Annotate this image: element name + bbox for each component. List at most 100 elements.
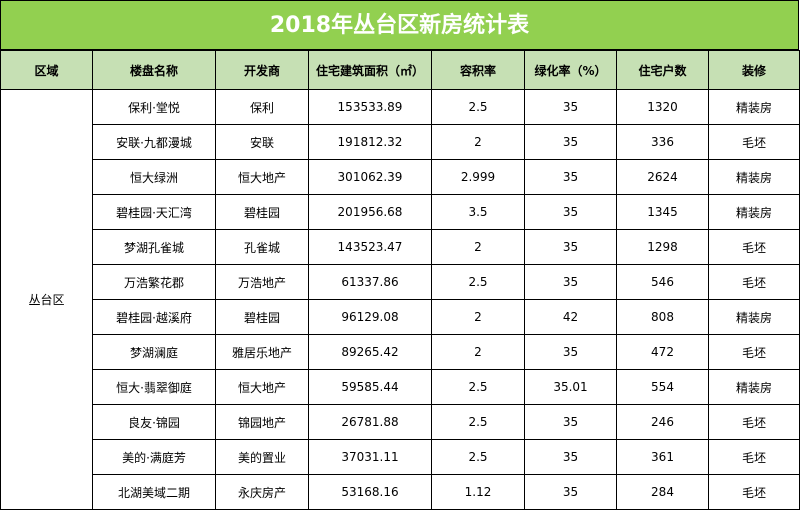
cell-area: 89265.42 [308, 334, 432, 370]
cell-developer: 万浩地产 [215, 264, 309, 300]
cell-area: 153533.89 [308, 89, 432, 125]
cell-households: 1345 [616, 194, 709, 230]
cell-decoration: 精装房 [708, 194, 800, 230]
col-header-name: 楼盘名称 [92, 50, 216, 90]
cell-area: 96129.08 [308, 299, 432, 335]
cell-developer: 美的置业 [215, 439, 309, 475]
cell-households: 1298 [616, 229, 709, 265]
cell-far: 3.5 [431, 194, 525, 230]
cell-name: 安联·九都漫城 [92, 124, 216, 160]
cell-name: 北湖美域二期 [92, 474, 216, 510]
cell-developer: 锦园地产 [215, 404, 309, 440]
cell-decoration: 毛坯 [708, 264, 800, 300]
cell-green: 35 [524, 474, 617, 510]
cell-decoration: 毛坯 [708, 124, 800, 160]
cell-decoration: 毛坯 [708, 334, 800, 370]
cell-area: 201956.68 [308, 194, 432, 230]
cell-green: 35.01 [524, 369, 617, 405]
cell-households: 361 [616, 439, 709, 475]
cell-decoration: 精装房 [708, 89, 800, 125]
cell-area: 301062.39 [308, 159, 432, 195]
table-row: 安联·九都漫城 安联 191812.32 2 35 336 毛坯 [1, 124, 800, 160]
col-header-region: 区域 [0, 50, 93, 90]
col-header-households: 住宅户数 [616, 50, 709, 90]
cell-decoration: 毛坯 [708, 474, 800, 510]
cell-decoration: 毛坯 [708, 439, 800, 475]
table-row: 万浩繁花郡 万浩地产 61337.86 2.5 35 546 毛坯 [1, 264, 800, 300]
cell-decoration: 毛坯 [708, 404, 800, 440]
cell-developer: 安联 [215, 124, 309, 160]
cell-area: 143523.47 [308, 229, 432, 265]
cell-green: 35 [524, 439, 617, 475]
cell-far: 2.5 [431, 439, 525, 475]
cell-green: 35 [524, 89, 617, 125]
table-row: 碧桂园·天汇湾 碧桂园 201956.68 3.5 35 1345 精装房 [1, 194, 800, 230]
table-row: 美的·满庭芳 美的置业 37031.11 2.5 35 361 毛坯 [1, 439, 800, 475]
cell-far: 2 [431, 124, 525, 160]
cell-households: 1320 [616, 89, 709, 125]
cell-developer: 永庆房产 [215, 474, 309, 510]
cell-name: 万浩繁花郡 [92, 264, 216, 300]
cell-far: 2.5 [431, 264, 525, 300]
cell-name: 梦湖孔雀城 [92, 229, 216, 265]
cell-green: 35 [524, 194, 617, 230]
cell-green: 35 [524, 404, 617, 440]
cell-far: 2.999 [431, 159, 525, 195]
cell-far: 1.12 [431, 474, 525, 510]
table-row: 良友·锦园 锦园地产 26781.88 2.5 35 246 毛坯 [1, 404, 800, 440]
cell-name: 碧桂园·天汇湾 [92, 194, 216, 230]
table-row: 北湖美域二期 永庆房产 53168.16 1.12 35 284 毛坯 [1, 474, 800, 510]
cell-developer: 碧桂园 [215, 194, 309, 230]
col-header-decoration: 装修 [708, 50, 800, 90]
cell-far: 2.5 [431, 404, 525, 440]
cell-name: 恒大·翡翠御庭 [92, 369, 216, 405]
cell-developer: 恒大地产 [215, 369, 309, 405]
cell-developer: 雅居乐地产 [215, 334, 309, 370]
cell-households: 472 [616, 334, 709, 370]
cell-name: 良友·锦园 [92, 404, 216, 440]
cell-name: 恒大绿洲 [92, 159, 216, 195]
col-header-developer: 开发商 [215, 50, 309, 90]
cell-far: 2 [431, 299, 525, 335]
cell-green: 35 [524, 159, 617, 195]
cell-developer: 碧桂园 [215, 299, 309, 335]
cell-far: 2 [431, 229, 525, 265]
new-housing-table: 区域 楼盘名称 开发商 住宅建筑面积（㎡） 容积率 绿化率（%） 住宅户数 装修… [0, 50, 800, 510]
table-row: 恒大绿洲 恒大地产 301062.39 2.999 35 2624 精装房 [1, 159, 800, 195]
col-header-area: 住宅建筑面积（㎡） [308, 50, 432, 90]
cell-households: 554 [616, 369, 709, 405]
cell-households: 246 [616, 404, 709, 440]
table-body: 丛台区 保利·堂悦 保利 153533.89 2.5 35 1320 精装房 安联·九都漫城 安联… [0, 89, 800, 510]
cell-green: 42 [524, 299, 617, 335]
cell-name: 碧桂园·越溪府 [92, 299, 216, 335]
table-row: 梦湖澜庭 雅居乐地产 89265.42 2 35 472 毛坯 [1, 334, 800, 370]
cell-name: 梦湖澜庭 [92, 334, 216, 370]
cell-green: 35 [524, 229, 617, 265]
cell-developer: 孔雀城 [215, 229, 309, 265]
cell-households: 808 [616, 299, 709, 335]
cell-decoration: 精装房 [708, 369, 800, 405]
region-cell: 丛台区 [0, 89, 93, 510]
cell-decoration: 毛坯 [708, 229, 800, 265]
cell-decoration: 精装房 [708, 299, 800, 335]
table-row: 丛台区 保利·堂悦 保利 153533.89 2.5 35 1320 精装房 [0, 89, 800, 510]
cell-green: 35 [524, 264, 617, 300]
cell-name: 美的·满庭芳 [92, 439, 216, 475]
table-row: 碧桂园·越溪府 碧桂园 96129.08 2 42 808 精装房 [1, 299, 800, 335]
cell-area: 26781.88 [308, 404, 432, 440]
cell-households: 2624 [616, 159, 709, 195]
table-row: 恒大·翡翠御庭 恒大地产 59585.44 2.5 35.01 554 精装房 [1, 369, 800, 405]
table-row: 梦湖孔雀城 孔雀城 143523.47 2 35 1298 毛坯 [1, 229, 800, 265]
table-title: 2018年丛台区新房统计表 [0, 0, 799, 50]
cell-far: 2 [431, 334, 525, 370]
cell-area: 37031.11 [308, 439, 432, 475]
cell-area: 59585.44 [308, 369, 432, 405]
cell-households: 336 [616, 124, 709, 160]
cell-far: 2.5 [431, 369, 525, 405]
cell-area: 191812.32 [308, 124, 432, 160]
cell-households: 284 [616, 474, 709, 510]
cell-decoration: 精装房 [708, 159, 800, 195]
col-header-green: 绿化率（%） [524, 50, 617, 90]
cell-far: 2.5 [431, 89, 525, 125]
